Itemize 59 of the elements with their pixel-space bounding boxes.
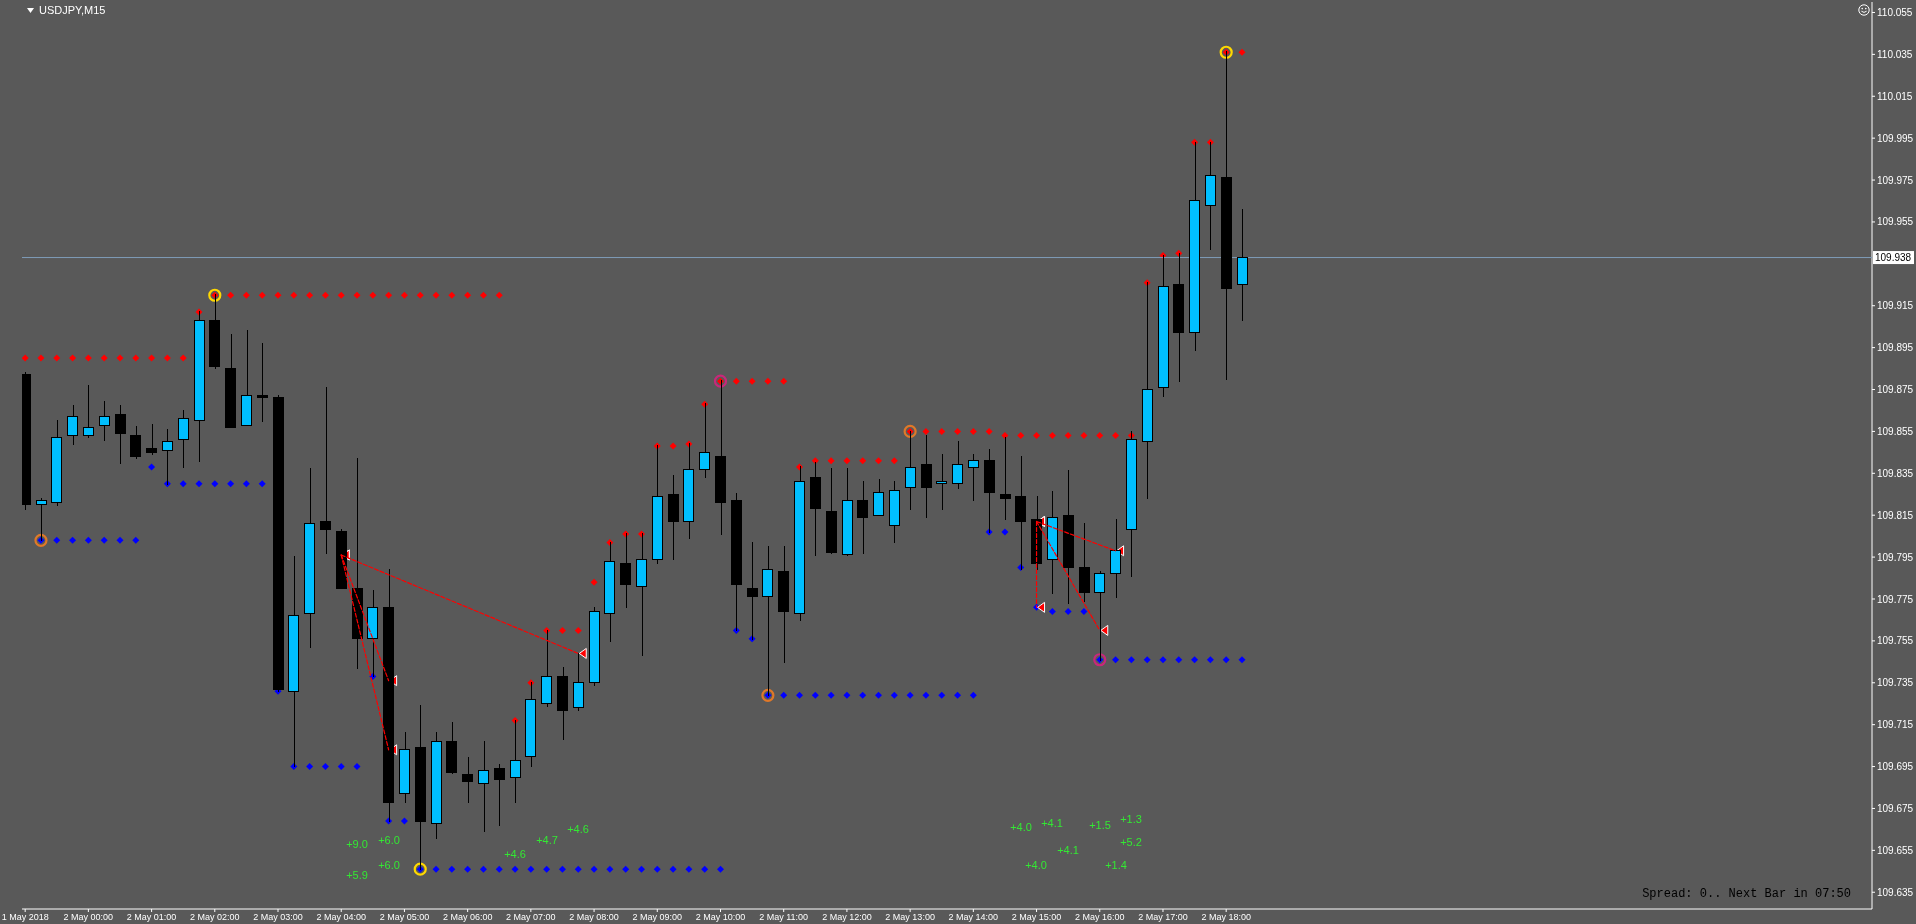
y-tick-label: 109.815 [1877, 509, 1914, 521]
annotation: Spread: 0.. Next Bar in 07:50 [1642, 887, 1851, 901]
y-tick-label: 109.695 [1877, 761, 1914, 773]
x-tick-label: 2 May 09:00 [632, 912, 683, 923]
annotation: +4.0 [1025, 859, 1047, 871]
x-tick-label: 2 May 02:00 [190, 912, 240, 923]
y-tick-label: 109.635 [1877, 886, 1914, 898]
x-tick-label: 2 May 00:00 [63, 912, 114, 923]
x-tick-label: 2 May 08:00 [569, 912, 619, 923]
annotation: +6.0 [378, 834, 400, 846]
x-tick-label: 2 May 03:00 [253, 912, 303, 923]
annotation: +1.3 [1120, 813, 1142, 825]
y-tick-label: 110.055 [1877, 7, 1913, 19]
y-tick-label: 109.915 [1877, 300, 1914, 312]
y-tick-label: 109.795 [1877, 551, 1914, 563]
annotation: +4.7 [536, 834, 558, 846]
annotation: +1.5 [1089, 819, 1111, 831]
x-tick-label: 1 May 2018 [1, 912, 49, 923]
x-tick-label: 2 May 15:00 [1011, 912, 1062, 923]
x-tick-label: 2 May 16:00 [1075, 912, 1125, 923]
annotation: +6.0 [378, 859, 400, 871]
annotation: +4.1 [1041, 817, 1063, 829]
annotation: +4.6 [504, 848, 526, 860]
x-tick-label: 2 May 01:00 [126, 912, 177, 923]
x-tick-label: 2 May 04:00 [316, 912, 366, 923]
annotation: +5.9 [346, 869, 368, 881]
y-tick-label: 110.035 [1877, 48, 1913, 60]
y-tick-label: 109.775 [1877, 593, 1914, 605]
annotation: +4.0 [1010, 821, 1032, 833]
y-tick-label: 109.735 [1877, 677, 1914, 689]
x-tick-label: 2 May 17:00 [1138, 912, 1188, 923]
y-tick-label: 109.855 [1877, 425, 1914, 437]
x-tick-label: 2 May 13:00 [885, 912, 935, 923]
y-tick-label: 109.955 [1877, 216, 1914, 228]
x-tick-label: 2 May 05:00 [379, 912, 430, 923]
x-tick-label: 2 May 18:00 [1201, 912, 1251, 923]
annotation: +4.1 [1057, 844, 1079, 856]
x-tick-label: 2 May 06:00 [442, 912, 493, 923]
x-tick-label: 2 May 14:00 [948, 912, 999, 923]
x-tick-label: 2 May 12:00 [822, 912, 872, 923]
y-tick-label: 109.715 [1877, 719, 1914, 731]
annotation: +1.4 [1105, 859, 1127, 871]
ref-line-label: 109.938 [1875, 252, 1912, 264]
annotation: +9.0 [346, 838, 368, 850]
y-tick-label: 109.875 [1877, 384, 1914, 396]
y-tick-label: 109.835 [1877, 467, 1914, 479]
x-tick-label: 2 May 07:00 [506, 912, 556, 923]
y-tick-label: 110.015 [1877, 90, 1913, 102]
chart-title: USDJPY,M15 [39, 4, 106, 16]
y-tick-label: 109.675 [1877, 803, 1914, 814]
y-tick-label: 109.755 [1877, 635, 1914, 647]
y-tick-label: 109.895 [1877, 342, 1914, 354]
annotation: +4.6 [567, 823, 589, 835]
annotation: +5.2 [1120, 836, 1142, 848]
x-tick-label: 2 May 11:00 [759, 912, 809, 923]
x-tick-label: 2 May 10:00 [695, 912, 746, 923]
y-tick-label: 109.655 [1877, 844, 1914, 856]
y-tick-label: 109.995 [1877, 132, 1914, 144]
y-tick-label: 109.975 [1877, 174, 1914, 186]
